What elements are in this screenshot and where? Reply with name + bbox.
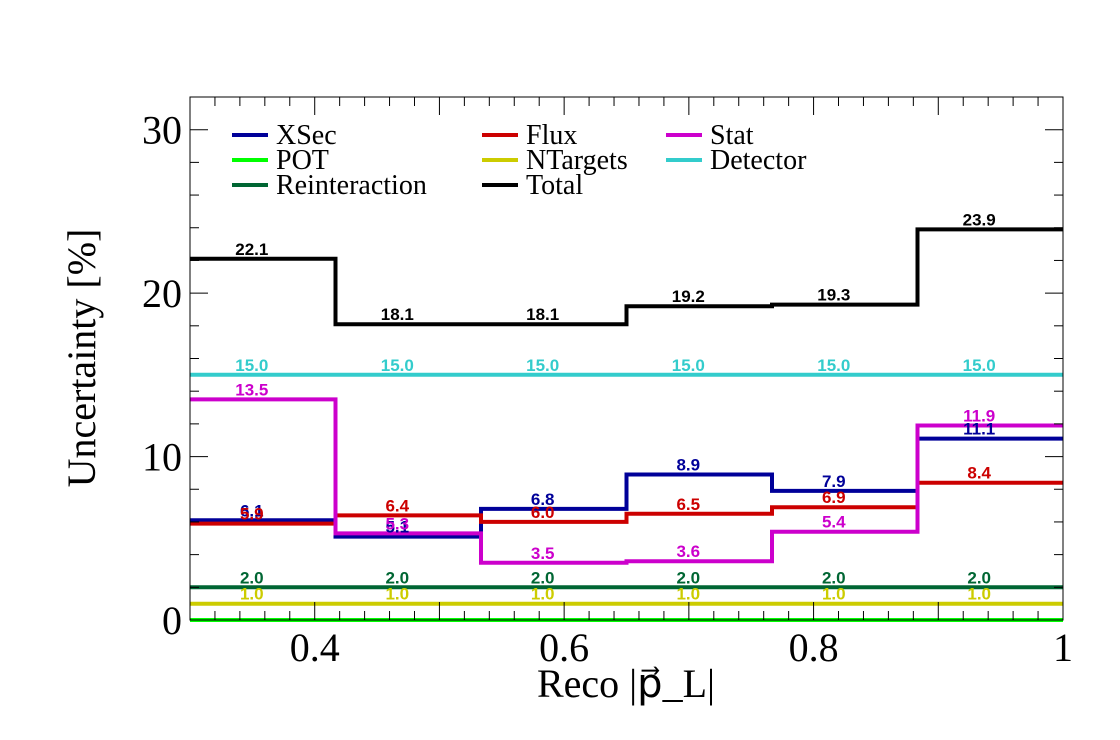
data-label-stat-0: 13.5: [235, 380, 268, 399]
legend-label-pot: POT: [276, 145, 329, 176]
data-label-flux-0: 5.9: [240, 505, 264, 524]
data-label-ntargets-3: 1.0: [676, 585, 700, 604]
data-label-xsec-1: 5.1: [385, 518, 409, 537]
data-labels-layer: 6.1 5.1 6.8 8.9 7.9 11.1 5.9 6.4 6.0 6.5 6.9 8.4 13.…: [235, 210, 995, 603]
legend-label-reinteraction: Reinteraction: [276, 170, 427, 201]
data-label-stat-1: 5.3: [385, 514, 409, 533]
y-tick-label: 20: [142, 271, 182, 316]
x-tick-label: 1: [1053, 625, 1073, 670]
data-label-reinteraction-2: 2.0: [531, 568, 555, 587]
legend-label-detector: Detector: [710, 145, 807, 176]
data-label-detector-5: 15.0: [963, 356, 996, 375]
data-label-xsec-0: 6.1: [240, 501, 264, 520]
legend-label-total: Total: [526, 170, 583, 201]
data-label-total-3: 19.2: [672, 287, 705, 306]
data-label-stat-3: 3.6: [676, 542, 700, 561]
data-label-reinteraction-0: 2.0: [240, 568, 264, 587]
legend-label-flux: Flux: [526, 120, 577, 151]
data-label-stat-2: 3.5: [531, 544, 555, 563]
data-label-flux-1: 6.4: [385, 496, 409, 515]
data-label-reinteraction-5: 2.0: [967, 568, 991, 587]
data-label-stat-4: 5.4: [822, 513, 846, 532]
data-label-ntargets-4: 1.0: [822, 585, 846, 604]
data-label-detector-1: 15.0: [381, 356, 414, 375]
data-label-xsec-4: 7.9: [822, 472, 846, 491]
x-tick-label: 0.8: [789, 625, 839, 670]
data-label-flux-3: 6.5: [676, 495, 700, 514]
data-label-reinteraction-1: 2.0: [385, 568, 409, 587]
data-label-total-2: 18.1: [526, 305, 559, 324]
y-axis-title: Uncertainty [%]: [59, 229, 104, 488]
data-label-flux-4: 6.9: [822, 488, 846, 507]
data-label-xsec-3: 8.9: [676, 456, 700, 475]
series-layer: [190, 227, 1063, 622]
data-label-xsec-5: 11.1: [963, 420, 995, 439]
legend-label-stat: Stat: [710, 120, 754, 151]
legend-label-xsec: XSec: [276, 120, 337, 151]
x-tick-label: 0.6: [539, 625, 589, 670]
y-tick-label: 30: [142, 108, 182, 153]
data-label-reinteraction-4: 2.0: [822, 568, 846, 587]
data-label-total-1: 18.1: [381, 305, 414, 324]
y-tick-label: 10: [142, 435, 182, 480]
legend-label-ntargets: NTargets: [526, 145, 628, 176]
series-line-stat: [190, 397, 1063, 565]
data-label-xsec-2: 6.8: [531, 490, 555, 509]
data-label-detector-2: 15.0: [526, 356, 559, 375]
series-line-total: [190, 227, 1063, 327]
x-axis-title: Reco |p⃗_L|: [537, 661, 715, 706]
x-tick-label: 0.4: [290, 625, 340, 670]
legend: XSec Flux Stat POT NTargets Detector Reinterac…: [232, 120, 807, 201]
data-label-detector-4: 15.0: [817, 356, 850, 375]
data-label-ntargets-1: 1.0: [385, 585, 409, 604]
data-label-ntargets-5: 1.0: [967, 585, 991, 604]
data-label-ntargets-2: 1.0: [531, 585, 555, 604]
data-label-total-5: 23.9: [963, 210, 996, 229]
data-label-total-0: 22.1: [235, 240, 268, 259]
data-label-reinteraction-3: 2.0: [676, 568, 700, 587]
data-label-total-4: 19.3: [817, 286, 850, 305]
data-label-ntargets-0: 1.0: [240, 585, 264, 604]
data-label-stat-5: 11.9: [963, 407, 995, 426]
y-tick-label: 0: [162, 598, 182, 643]
data-label-detector-0: 15.0: [235, 356, 268, 375]
data-label-flux-2: 6.0: [531, 503, 555, 522]
data-label-detector-3: 15.0: [672, 356, 705, 375]
data-label-flux-5: 8.4: [967, 464, 991, 483]
